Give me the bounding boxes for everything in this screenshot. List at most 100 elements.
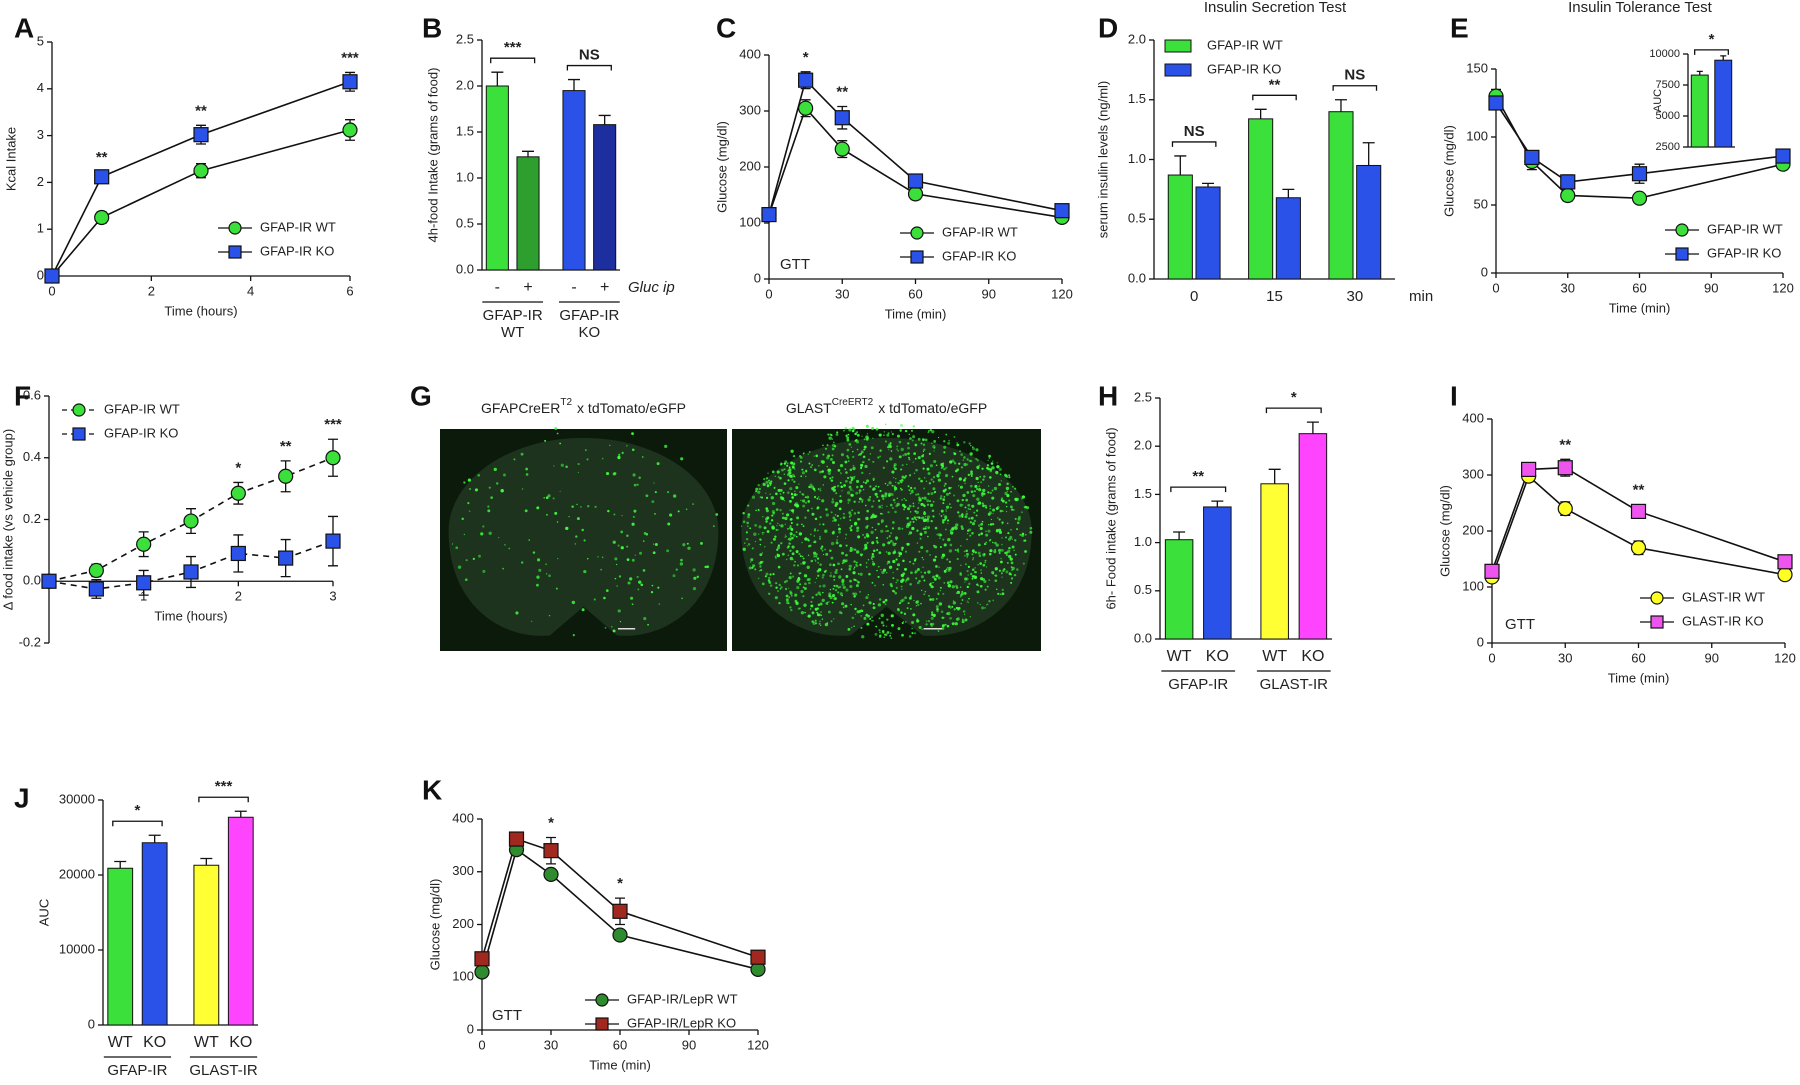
cell — [872, 477, 876, 481]
cell — [761, 582, 765, 586]
cell — [894, 502, 896, 504]
cell — [947, 538, 951, 542]
x-tick-label: 120 — [1051, 286, 1073, 301]
cell — [557, 557, 559, 560]
cell — [981, 520, 984, 523]
data-point — [798, 72, 814, 88]
cell — [774, 596, 778, 600]
cell — [864, 464, 868, 469]
cell — [634, 554, 636, 556]
cell — [835, 501, 839, 506]
cell — [948, 560, 951, 563]
cell — [1004, 501, 1008, 504]
cell — [789, 549, 792, 552]
cell — [885, 530, 888, 533]
cell — [712, 525, 715, 528]
cell — [798, 572, 801, 575]
cell — [996, 462, 998, 464]
cell — [875, 536, 879, 540]
cell — [998, 548, 1002, 552]
cell — [989, 549, 993, 553]
cell — [1015, 499, 1018, 502]
cell — [909, 511, 912, 513]
cell — [984, 588, 987, 591]
cell — [829, 563, 832, 566]
cell — [958, 477, 962, 481]
cell — [804, 516, 807, 519]
cell — [884, 603, 887, 606]
legend-marker — [72, 403, 86, 417]
error-bar — [1254, 108, 1267, 119]
cell — [836, 484, 840, 488]
cell — [626, 558, 630, 562]
data-point — [750, 949, 766, 965]
cell — [916, 618, 918, 620]
cell — [971, 522, 976, 526]
cell — [921, 497, 924, 499]
cell — [576, 517, 580, 521]
cell — [849, 513, 853, 517]
cell — [586, 458, 589, 461]
cell — [966, 463, 969, 466]
cell — [983, 553, 986, 556]
legend-label: GFAP-IR KO — [1207, 61, 1281, 76]
x-tick-label: 2 — [235, 589, 242, 604]
cell — [970, 472, 973, 476]
cell — [903, 498, 905, 500]
data-point — [1560, 187, 1576, 204]
cell — [923, 593, 926, 596]
cell — [849, 480, 853, 484]
data-point — [543, 843, 559, 859]
cell — [991, 489, 994, 492]
cell — [998, 530, 1003, 534]
cell — [897, 627, 901, 631]
cell — [786, 462, 789, 464]
cell — [844, 468, 847, 471]
cell — [890, 532, 892, 534]
cell — [487, 509, 491, 513]
cell — [902, 559, 905, 563]
cell — [977, 481, 979, 483]
cell — [1022, 562, 1025, 565]
cell — [834, 588, 838, 592]
cell — [757, 484, 760, 487]
cell — [793, 493, 797, 497]
cell — [770, 496, 774, 500]
cell — [750, 558, 754, 562]
cell — [1010, 581, 1013, 584]
error-bar — [148, 834, 161, 843]
cell — [543, 496, 545, 499]
cell — [945, 623, 947, 626]
cell — [927, 431, 929, 433]
cell — [977, 602, 979, 604]
cell — [1018, 515, 1021, 519]
cell — [796, 516, 800, 520]
cell — [1010, 528, 1012, 531]
error-bar — [1334, 99, 1347, 112]
cell — [638, 476, 641, 479]
cell — [632, 515, 635, 519]
x-tick-label: 2 — [148, 283, 155, 298]
cell — [865, 566, 868, 568]
cell — [988, 579, 990, 581]
cell — [998, 518, 1001, 521]
cell — [987, 485, 990, 487]
cell — [940, 495, 943, 498]
cell — [631, 432, 634, 436]
cell — [765, 496, 769, 499]
cell — [553, 465, 555, 467]
cell — [860, 450, 864, 454]
cell — [863, 438, 866, 441]
cell — [963, 479, 966, 482]
cell — [979, 481, 983, 484]
cell — [764, 575, 767, 578]
cell — [626, 445, 628, 447]
cell — [866, 509, 869, 513]
cell — [819, 516, 822, 519]
significance: NS — [1344, 67, 1365, 84]
cell — [813, 535, 815, 537]
error-bar — [1173, 531, 1186, 540]
cell — [581, 528, 584, 532]
cell — [813, 540, 817, 544]
cell — [790, 594, 793, 597]
